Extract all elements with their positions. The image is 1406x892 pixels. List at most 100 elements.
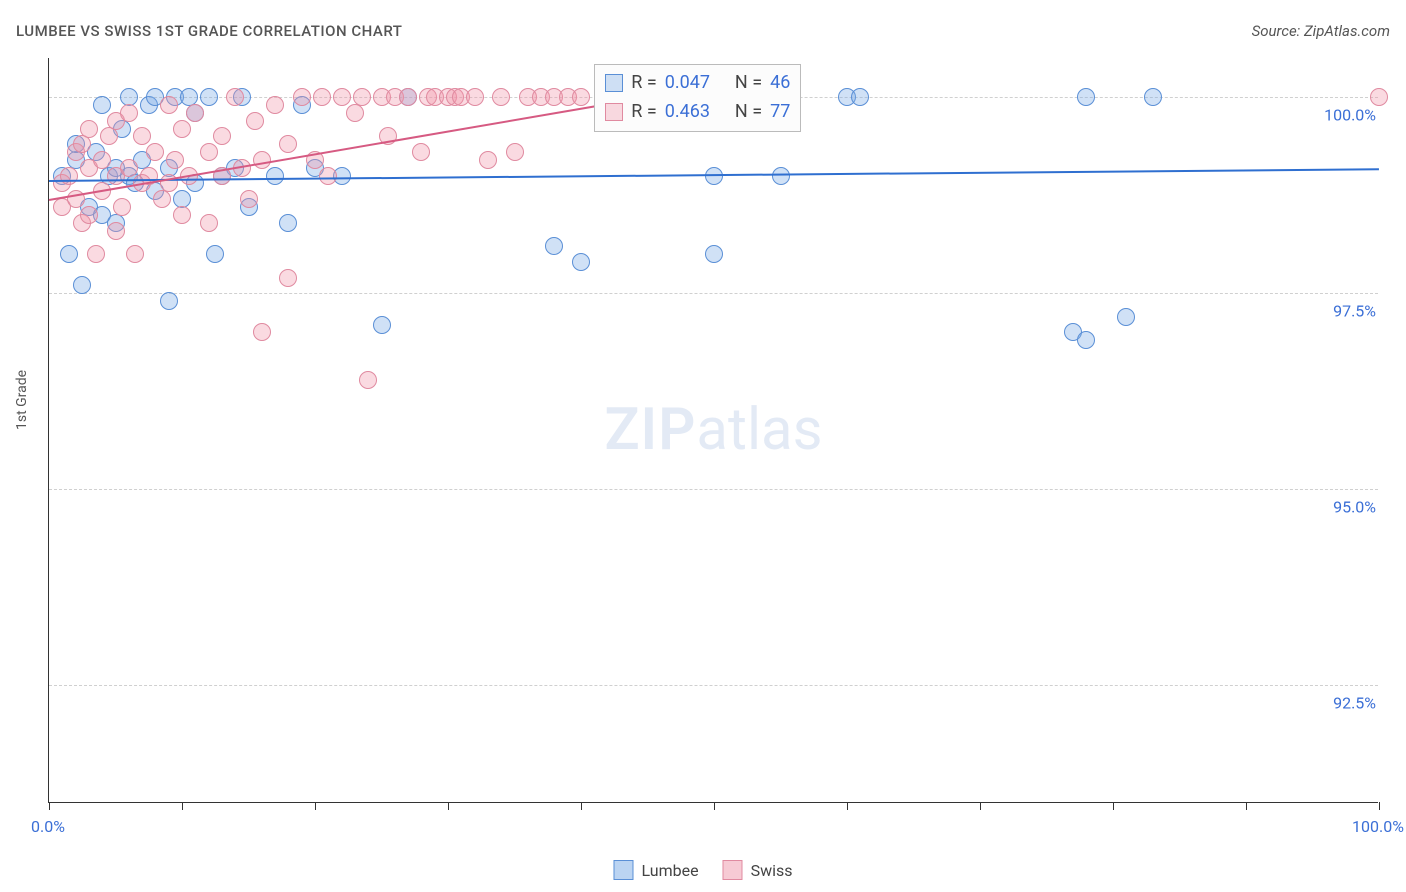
data-point <box>359 371 377 389</box>
data-point <box>346 104 364 122</box>
x-tick <box>49 802 50 810</box>
data-point <box>160 96 178 114</box>
data-point <box>73 276 91 294</box>
legend-label: Swiss <box>751 861 793 880</box>
x-tick-label: 100.0% <box>1352 817 1404 836</box>
x-tick <box>980 802 981 810</box>
stats-swatch <box>605 74 623 92</box>
data-point <box>60 245 78 263</box>
x-tick <box>1246 802 1247 810</box>
data-point <box>266 96 284 114</box>
data-point <box>60 167 78 185</box>
x-tick-label: 0.0% <box>31 817 65 836</box>
data-point <box>120 104 138 122</box>
data-point <box>253 323 271 341</box>
data-point <box>466 88 484 106</box>
data-point <box>73 135 91 153</box>
y-axis-label: 1st Grade <box>14 370 30 430</box>
data-point <box>80 120 98 138</box>
data-point <box>113 198 131 216</box>
data-point <box>399 88 417 106</box>
legend: Lumbee Swiss <box>613 860 792 880</box>
data-point <box>253 151 271 169</box>
data-point <box>492 88 510 106</box>
stats-swatch <box>605 103 623 121</box>
x-tick <box>581 802 582 810</box>
data-point <box>200 88 218 106</box>
data-point <box>1144 88 1162 106</box>
y-tick-label: 92.5% <box>1333 694 1380 713</box>
data-point <box>545 237 563 255</box>
y-tick-label: 97.5% <box>1333 302 1380 321</box>
chart-title: LUMBEE VS SWISS 1ST GRADE CORRELATION CH… <box>16 22 402 40</box>
data-point <box>1370 88 1388 106</box>
gridline <box>49 685 1378 686</box>
stats-row: R =0.463 N =77 <box>605 98 790 127</box>
stats-row: R =0.047 N =46 <box>605 69 790 98</box>
y-tick-label: 95.0% <box>1333 498 1380 517</box>
x-tick <box>714 802 715 810</box>
data-point <box>200 143 218 161</box>
data-point <box>293 88 311 106</box>
data-point <box>226 88 244 106</box>
legend-swatch <box>613 860 633 880</box>
gridline <box>49 293 1378 294</box>
data-point <box>93 96 111 114</box>
x-tick <box>182 802 183 810</box>
data-point <box>100 127 118 145</box>
data-point <box>126 245 144 263</box>
data-point <box>1077 88 1095 106</box>
data-point <box>373 316 391 334</box>
data-point <box>133 127 151 145</box>
data-point <box>1077 331 1095 349</box>
data-point <box>319 167 337 185</box>
data-point <box>1117 308 1135 326</box>
data-point <box>279 135 297 153</box>
data-point <box>146 143 164 161</box>
data-point <box>206 245 224 263</box>
y-tick-label: 100.0% <box>1324 106 1380 125</box>
data-point <box>479 151 497 169</box>
data-point <box>412 143 430 161</box>
data-point <box>772 167 790 185</box>
data-point <box>93 151 111 169</box>
data-point <box>572 88 590 106</box>
data-point <box>333 88 351 106</box>
data-point <box>313 88 331 106</box>
data-point <box>851 88 869 106</box>
data-point <box>240 190 258 208</box>
data-point <box>246 112 264 130</box>
legend-label: Lumbee <box>641 861 698 880</box>
gridline <box>49 489 1378 490</box>
data-point <box>353 88 371 106</box>
x-tick <box>1113 802 1114 810</box>
data-point <box>186 104 204 122</box>
plot-area: ZIPatlas 92.5% 95.0% 97.5% 100.0% R =0.047 N… <box>48 58 1378 803</box>
data-point <box>213 127 231 145</box>
data-point <box>506 143 524 161</box>
data-point <box>705 245 723 263</box>
stats-box: R =0.047 N =46R =0.463 N =77 <box>594 64 801 132</box>
x-tick <box>847 802 848 810</box>
data-point <box>80 206 98 224</box>
data-point <box>160 292 178 310</box>
x-tick <box>1379 802 1380 810</box>
data-point <box>107 222 125 240</box>
legend-swatch <box>723 860 743 880</box>
data-point <box>166 151 184 169</box>
data-point <box>279 214 297 232</box>
watermark: ZIPatlas <box>604 396 822 464</box>
x-tick <box>448 802 449 810</box>
data-point <box>279 269 297 287</box>
watermark-rest: atlas <box>696 396 822 464</box>
data-point <box>572 253 590 271</box>
legend-item: Swiss <box>723 860 793 880</box>
data-point <box>153 190 171 208</box>
legend-item: Lumbee <box>613 860 698 880</box>
watermark-bold: ZIP <box>604 396 696 464</box>
data-point <box>87 245 105 263</box>
chart-source: Source: ZipAtlas.com <box>1252 22 1390 40</box>
data-point <box>266 167 284 185</box>
data-point <box>173 206 191 224</box>
x-tick <box>315 802 316 810</box>
